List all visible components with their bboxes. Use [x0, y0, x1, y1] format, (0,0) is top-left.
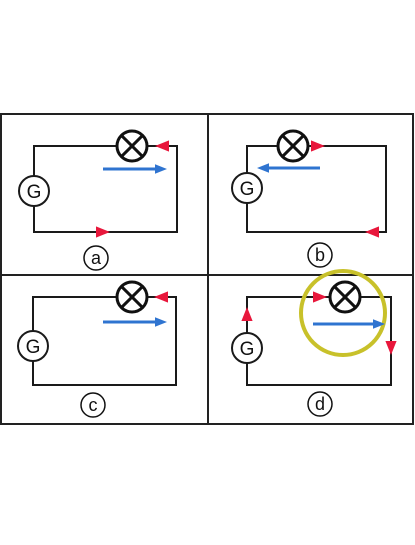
circuit-panel-c: Gc: [17, 280, 177, 418]
circuit-wire: [246, 145, 387, 233]
panel-label: a: [91, 248, 102, 268]
panel-label-circle: [83, 245, 109, 271]
current-arrow-up-icon: [241, 307, 253, 321]
galvanometer-label: G: [26, 337, 41, 358]
field-arrow-right-icon: [155, 317, 167, 327]
galvanometer-icon: [18, 175, 50, 207]
current-arrow-right-icon: [313, 291, 327, 303]
panel-label-circle: [307, 242, 333, 268]
circuit-panel-d: Gd: [231, 269, 397, 417]
circuit-panel-a: Ga: [18, 129, 178, 271]
current-arrow-left-icon: [155, 140, 169, 152]
galvanometer-label: G: [27, 182, 42, 203]
field-arrow-right-icon: [373, 319, 385, 329]
panel-label-circle: [307, 391, 333, 417]
field-arrow-left-icon: [257, 163, 269, 173]
galvanometer-label: G: [240, 339, 255, 360]
circuit-wire: [32, 296, 177, 386]
bulb-cross-line: [120, 134, 144, 158]
panel-label: d: [315, 394, 325, 414]
panel-label: c: [89, 395, 98, 415]
panel-label-circle: [80, 392, 106, 418]
galvanometer-icon: [231, 172, 263, 204]
highlight-ring: [299, 269, 387, 357]
galvanometer-label: G: [240, 179, 255, 200]
current-arrow-right-icon: [311, 140, 325, 152]
circuit-wire: [246, 296, 392, 386]
circuit-wire: [33, 145, 178, 233]
current-arrow-left-icon: [154, 291, 168, 303]
current-arrow-down-icon: [385, 341, 397, 355]
current-arrow-left-icon: [365, 226, 379, 238]
bulb-cross-line: [333, 285, 357, 309]
galvanometer-icon: [17, 330, 49, 362]
bulb-cross-line: [281, 134, 305, 158]
field-arrow-right-icon: [155, 164, 167, 174]
current-arrow-right-icon: [96, 226, 110, 238]
panel-label: b: [315, 245, 325, 265]
bulb-cross-line: [120, 285, 144, 309]
circuit-panel-b: Gb: [231, 129, 387, 268]
galvanometer-icon: [231, 332, 263, 364]
